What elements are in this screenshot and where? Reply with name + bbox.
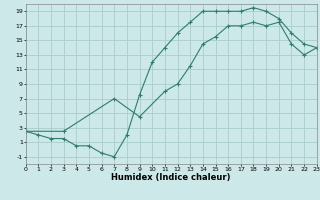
X-axis label: Humidex (Indice chaleur): Humidex (Indice chaleur) <box>111 173 231 182</box>
